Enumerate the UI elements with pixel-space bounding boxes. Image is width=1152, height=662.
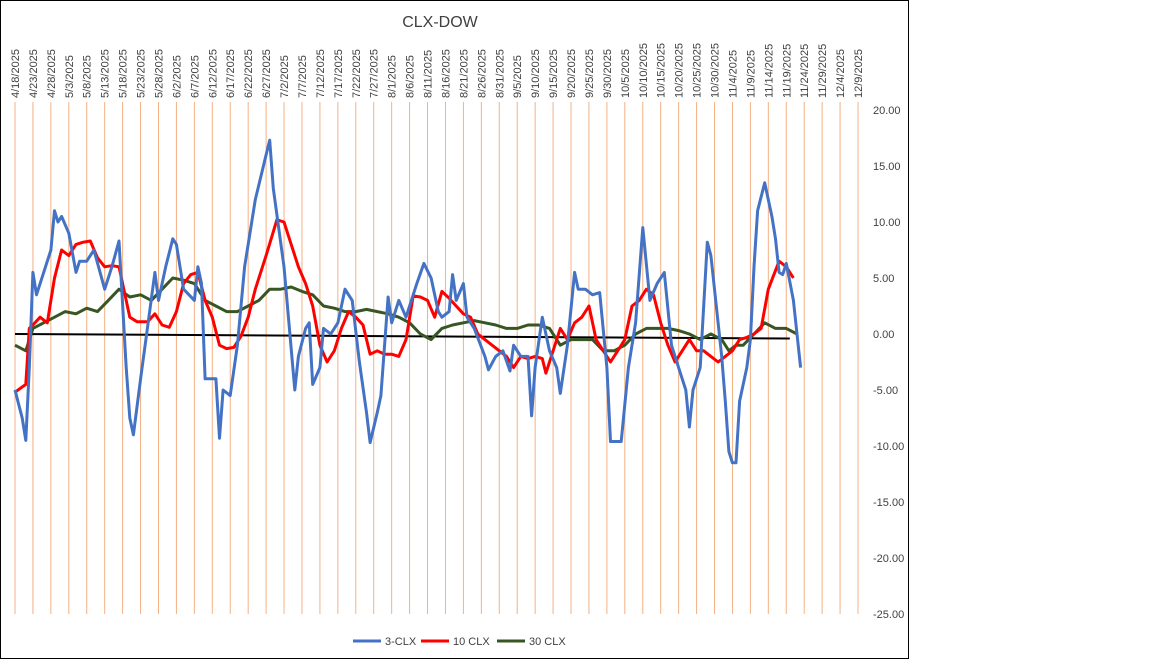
- x-tick-label: 7/7/2025: [297, 55, 309, 98]
- chart-title: CLX-DOW: [402, 14, 478, 31]
- x-tick-label: 11/9/2025: [745, 50, 757, 98]
- x-tick-label: 4/18/2025: [10, 49, 22, 98]
- x-tick-label: 11/4/2025: [727, 50, 739, 98]
- x-tick-label: 6/17/2025: [225, 49, 237, 98]
- series-layer: [13, 138, 803, 465]
- y-tick-label: -20.00: [873, 553, 904, 565]
- x-tick-label: 8/31/2025: [494, 49, 506, 98]
- chart-svg: CLX-DOW 4/18/2025 4/23/2025 4/28/2025 5/3/2…: [10, 14, 904, 648]
- legend-label: 30 CLX: [529, 636, 566, 648]
- y-tick-label: -10.00: [873, 441, 904, 453]
- x-tick-label: 9/15/2025: [548, 49, 560, 98]
- x-tick-label: 7/27/2025: [369, 49, 381, 98]
- x-axis-ticks: 4/18/2025 4/23/2025 4/28/2025 5/3/2025 5/8/2…: [10, 43, 865, 98]
- x-tick-label: 6/27/2025: [261, 49, 273, 98]
- x-tick-label: 9/20/2025: [566, 49, 578, 98]
- x-tick-label: 7/17/2025: [333, 49, 345, 98]
- series-line-3-clx: [13, 138, 803, 465]
- y-tick-label: -5.00: [873, 385, 898, 397]
- legend-label: 3-CLX: [385, 636, 417, 648]
- y-tick-label: 0.00: [873, 329, 894, 341]
- x-tick-label: 12/4/2025: [835, 49, 847, 98]
- y-tick-label: 10.00: [873, 217, 901, 229]
- x-tick-label: 9/25/2025: [584, 49, 596, 98]
- x-tick-label: 6/7/2025: [189, 55, 201, 98]
- y-tick-label: 20.00: [873, 105, 901, 117]
- x-tick-label: 8/21/2025: [458, 49, 470, 98]
- x-tick-label: 10/20/2025: [674, 43, 686, 98]
- x-tick-label: 9/30/2025: [602, 49, 614, 98]
- x-tick-label: 5/13/2025: [100, 49, 112, 98]
- series-line-10-clx: [14, 218, 795, 394]
- x-tick-label: 12/9/2025: [853, 49, 865, 98]
- x-tick-label: 10/5/2025: [620, 49, 632, 98]
- legend: 3-CLX 10 CLX 30 CLX: [353, 636, 566, 648]
- x-tick-label: 10/30/2025: [710, 43, 722, 98]
- x-tick-label: 5/8/2025: [82, 55, 94, 98]
- x-tick-label: 6/12/2025: [207, 49, 219, 98]
- x-tick-label: 10/25/2025: [692, 43, 704, 98]
- x-tick-label: 9/10/2025: [530, 49, 542, 98]
- x-tick-label: 5/23/2025: [136, 49, 148, 98]
- y-tick-label: -25.00: [873, 609, 904, 621]
- x-tick-label: 7/22/2025: [351, 49, 363, 98]
- x-tick-label: 8/11/2025: [423, 50, 435, 98]
- x-tick-label: 5/18/2025: [118, 49, 130, 98]
- x-tick-label: 11/19/2025: [781, 44, 793, 98]
- x-tick-label: 8/1/2025: [387, 55, 399, 98]
- x-tick-label: 5/3/2025: [64, 55, 76, 98]
- grid-layer: [14, 102, 859, 614]
- x-tick-label: 11/14/2025: [763, 44, 775, 98]
- x-tick-label: 11/29/2025: [817, 44, 829, 98]
- x-tick-label: 10/10/2025: [638, 43, 650, 98]
- x-tick-label: 11/24/2025: [799, 44, 811, 98]
- x-tick-label: 8/16/2025: [440, 49, 452, 98]
- x-tick-label: 9/5/2025: [512, 55, 524, 98]
- x-tick-label: 7/12/2025: [315, 49, 327, 98]
- x-tick-label: 8/6/2025: [405, 55, 417, 98]
- x-tick-label: 10/15/2025: [656, 43, 668, 98]
- zero-reference-line: [14, 333, 790, 340]
- x-tick-label: 8/26/2025: [476, 49, 488, 98]
- x-tick-label: 6/2/2025: [171, 55, 183, 98]
- y-tick-label: 15.00: [873, 161, 901, 173]
- y-axis-ticks: 20.00 15.00 10.00 5.00 0.00 -5.00 -10.00 -15.00…: [873, 105, 904, 621]
- y-tick-label: 5.00: [873, 273, 894, 285]
- x-tick-label: 7/2/2025: [279, 55, 291, 98]
- x-tick-label: 6/22/2025: [243, 49, 255, 98]
- x-tick-label: 5/28/2025: [153, 49, 165, 98]
- x-tick-label: 4/23/2025: [28, 49, 40, 98]
- x-tick-label: 4/28/2025: [46, 49, 58, 98]
- legend-label: 10 CLX: [453, 636, 490, 648]
- y-tick-label: -15.00: [873, 497, 904, 509]
